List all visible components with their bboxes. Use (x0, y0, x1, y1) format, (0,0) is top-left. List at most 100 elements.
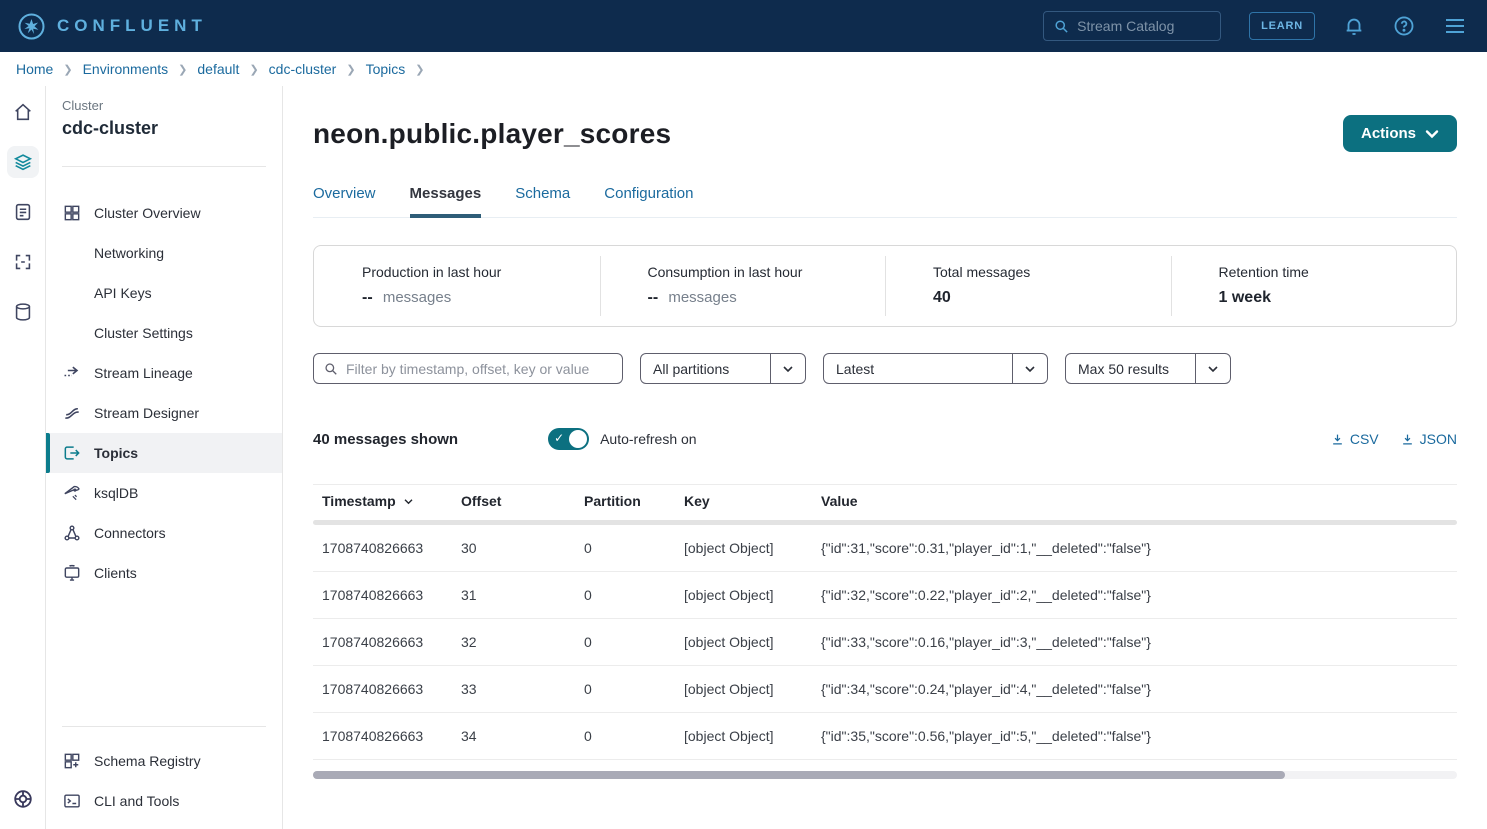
home-icon[interactable] (7, 96, 39, 128)
support-globe-icon[interactable] (7, 783, 39, 815)
cluster-name: cdc-cluster (46, 113, 282, 139)
sidebar-item-stream-lineage[interactable]: Stream Lineage (46, 353, 282, 393)
table-row[interactable]: 1708740826663 30 0 [object Object] {"id"… (313, 525, 1457, 572)
download-csv-link[interactable]: CSV (1331, 431, 1379, 447)
column-header-timestamp[interactable]: Timestamp (322, 493, 461, 509)
cell-timestamp: 1708740826663 (322, 634, 461, 650)
chevron-right-icon: ❯ (178, 63, 187, 76)
sidebar-item-topics[interactable]: Topics (46, 433, 282, 473)
table-horizontal-scrollbar[interactable] (313, 771, 1457, 779)
breadcrumb-home[interactable]: Home (16, 61, 53, 77)
table-row[interactable]: 1708740826663 31 0 [object Object] {"id"… (313, 572, 1457, 619)
confluent-brand[interactable]: CONFLUENT (18, 13, 207, 40)
schema-registry-icon (62, 751, 82, 771)
sidebar-item-cluster-overview[interactable]: Cluster Overview (46, 193, 282, 233)
tab-messages[interactable]: Messages (410, 185, 482, 218)
message-filter-search[interactable] (313, 353, 623, 384)
sidebar-item-label: Cluster Overview (94, 205, 201, 221)
column-header-offset[interactable]: Offset (461, 493, 584, 509)
stat-consumption: Consumption in last hour -- messages (600, 246, 886, 326)
lineage-arrow-icon (62, 363, 82, 383)
auto-refresh-label: Auto-refresh on (600, 431, 697, 447)
auto-refresh-toggle[interactable]: ✓ (548, 428, 589, 450)
sidebar-item-cluster-settings[interactable]: Cluster Settings (46, 313, 282, 353)
table-row[interactable]: 1708740826663 33 0 [object Object] {"id"… (313, 666, 1457, 713)
environments-layers-icon[interactable] (7, 146, 39, 178)
column-header-partition[interactable]: Partition (584, 493, 684, 509)
breadcrumb-default[interactable]: default (197, 61, 239, 77)
cell-key: [object Object] (684, 540, 821, 556)
sidebar-item-connectors[interactable]: Connectors (46, 513, 282, 553)
sidebar-item-schema-registry[interactable]: Schema Registry (46, 741, 282, 781)
breadcrumb-topics[interactable]: Topics (366, 61, 406, 77)
icon-rail (0, 86, 46, 829)
notifications-bell-icon[interactable] (1343, 15, 1365, 37)
tab-configuration[interactable]: Configuration (604, 185, 693, 217)
hamburger-menu-icon[interactable] (1443, 16, 1467, 36)
database-icon[interactable] (7, 296, 39, 328)
messages-table-header: Timestamp Offset Partition Key Value (313, 484, 1457, 517)
max-results-dropdown[interactable]: Max 50 results (1065, 353, 1231, 384)
terminal-icon (62, 791, 82, 811)
column-label: Offset (461, 493, 501, 509)
cell-value: {"id":34,"score":0.24,"player_id":4,"__d… (821, 681, 1457, 697)
stat-suffix: messages (383, 289, 451, 306)
column-label: Value (821, 493, 858, 509)
chevron-right-icon: ❯ (346, 63, 355, 76)
stream-governance-icon[interactable] (7, 246, 39, 278)
cell-partition: 0 (584, 540, 684, 556)
help-icon[interactable] (1393, 15, 1415, 37)
table-row[interactable]: 1708740826663 34 0 [object Object] {"id"… (313, 713, 1457, 760)
breadcrumb-cdc-cluster[interactable]: cdc-cluster (269, 61, 337, 77)
column-label: Key (684, 493, 710, 509)
table-row[interactable]: 1708740826663 32 0 [object Object] {"id"… (313, 619, 1457, 666)
stream-catalog-input[interactable] (1077, 18, 1197, 34)
scrollbar-thumb[interactable] (313, 771, 1285, 779)
sidebar-item-cli-and-tools[interactable]: CLI and Tools (46, 781, 282, 821)
topic-stats-card: Production in last hour -- messages Cons… (313, 245, 1457, 327)
download-icon (1331, 433, 1344, 446)
sidebar-item-label: Cluster Settings (94, 325, 193, 341)
cell-key: [object Object] (684, 634, 821, 650)
cell-partition: 0 (584, 634, 684, 650)
cluster-sidebar: Cluster cdc-cluster Cluster Overview Net… (46, 86, 283, 829)
column-header-value[interactable]: Value (821, 493, 1457, 509)
chevron-down-icon (770, 354, 805, 383)
sidebar-item-label: API Keys (94, 285, 152, 301)
partitions-dropdown[interactable]: All partitions (640, 353, 806, 384)
stat-label: Production in last hour (362, 264, 600, 280)
sidebar-item-stream-designer[interactable]: Stream Designer (46, 393, 282, 433)
sidebar-item-clients[interactable]: Clients (46, 553, 282, 593)
chevron-down-icon (1425, 129, 1439, 139)
connectors-nodes-icon (62, 523, 82, 543)
billing-document-icon[interactable] (7, 196, 39, 228)
cell-partition: 0 (584, 681, 684, 697)
column-header-key[interactable]: Key (684, 493, 821, 509)
csv-link-label: CSV (1350, 431, 1379, 447)
cell-timestamp: 1708740826663 (322, 728, 461, 744)
confluent-logo-icon (18, 13, 45, 40)
max-results-dropdown-value: Max 50 results (1066, 361, 1195, 377)
stream-catalog-search[interactable] (1043, 11, 1221, 41)
download-json-link[interactable]: JSON (1401, 431, 1457, 447)
message-filter-input[interactable] (346, 361, 612, 377)
sidebar-item-api-keys[interactable]: API Keys (46, 273, 282, 313)
divider (62, 726, 266, 727)
sidebar-item-label: Schema Registry (94, 753, 201, 769)
tab-schema[interactable]: Schema (515, 185, 570, 217)
messages-toolbar: 40 messages shown ✓ Auto-refresh on CSV (313, 428, 1457, 450)
tab-overview[interactable]: Overview (313, 185, 376, 217)
offset-order-dropdown[interactable]: Latest (823, 353, 1048, 384)
sidebar-item-ksqldb[interactable]: ksqlDB (46, 473, 282, 513)
stat-label: Retention time (1219, 264, 1457, 280)
divider (62, 166, 266, 167)
sidebar-item-networking[interactable]: Networking (46, 233, 282, 273)
page-title: neon.public.player_scores (313, 118, 671, 150)
breadcrumb-environments[interactable]: Environments (83, 61, 169, 77)
stream-designer-icon (62, 403, 82, 423)
actions-button[interactable]: Actions (1343, 115, 1457, 152)
check-icon: ✓ (554, 431, 564, 445)
chevron-down-icon (1012, 354, 1047, 383)
learn-button[interactable]: LEARN (1249, 12, 1315, 40)
sidebar-item-label: Clients (94, 565, 137, 581)
